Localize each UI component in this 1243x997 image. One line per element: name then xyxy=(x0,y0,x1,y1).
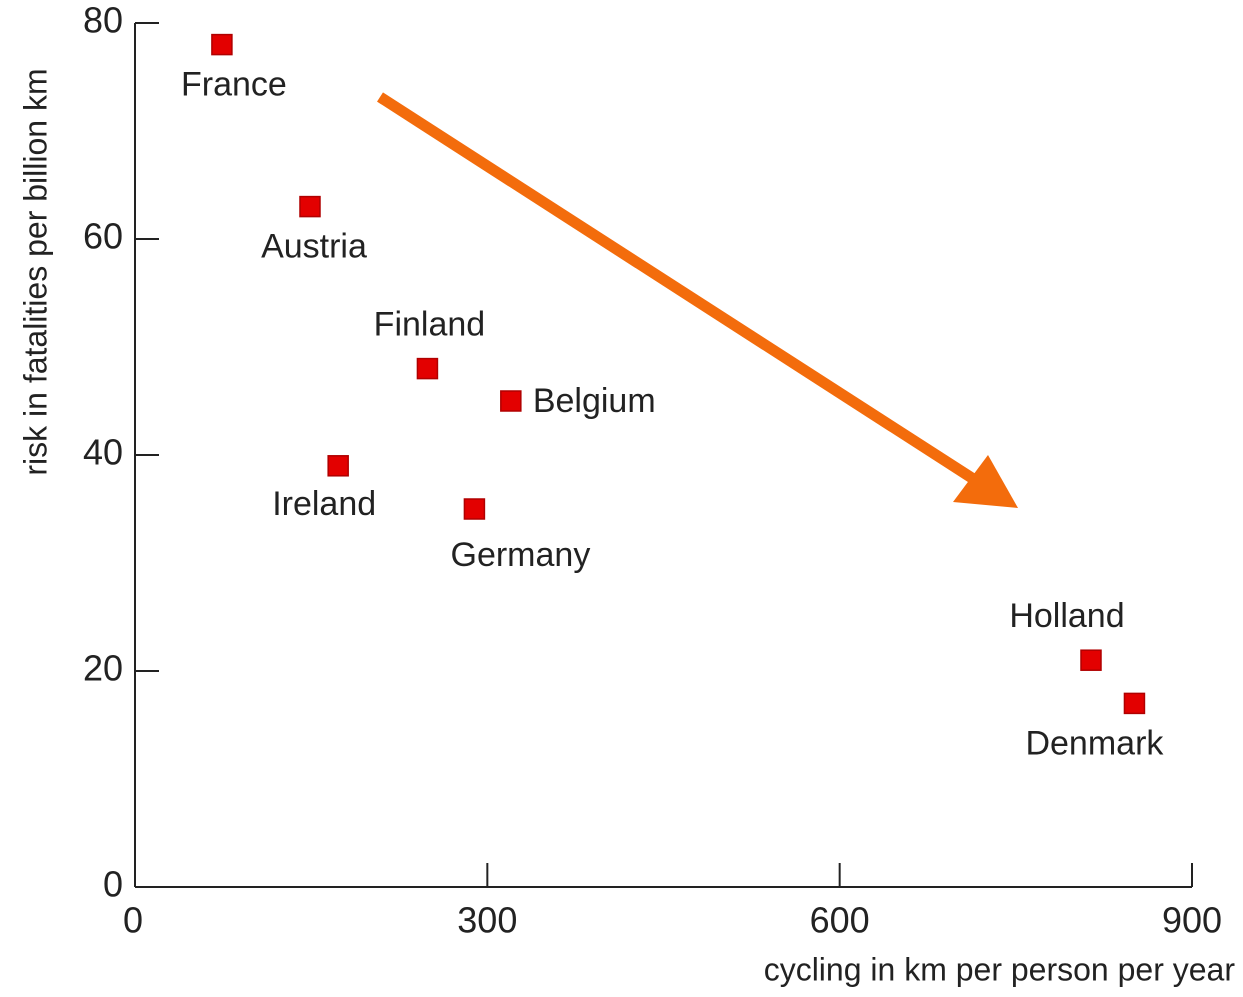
marker xyxy=(211,33,233,56)
marker xyxy=(463,498,486,520)
marker xyxy=(327,455,349,477)
point-label: France xyxy=(181,66,287,104)
point-label: Ireland xyxy=(272,485,376,523)
y-tick-label: 20 xyxy=(83,648,123,689)
y-tick-label: 0 xyxy=(103,864,123,905)
y-axis-label: risk in fatalities per billion km xyxy=(17,68,53,475)
marker xyxy=(1080,649,1102,671)
trend-arrow xyxy=(377,92,1018,508)
y-tick-label: 60 xyxy=(83,216,123,257)
marker xyxy=(500,390,522,412)
x-tick-label: 300 xyxy=(457,900,517,941)
point-label: Belgium xyxy=(533,382,656,420)
marker xyxy=(299,195,321,218)
point-label: Germany xyxy=(451,536,591,574)
point-label: Holland xyxy=(1009,597,1124,635)
marker xyxy=(1123,692,1146,715)
x-tick-label: 900 xyxy=(1162,900,1222,941)
y-tick-label: 40 xyxy=(83,432,123,473)
point-label: Finland xyxy=(374,306,486,344)
marker xyxy=(416,357,439,380)
y-tick-label: 80 xyxy=(83,0,123,41)
x-axis-label: cycling in km per person per year xyxy=(764,951,1236,987)
point-label: Denmark xyxy=(1025,724,1164,762)
x-tick-label: 0 xyxy=(123,900,143,941)
x-tick-label: 600 xyxy=(810,900,870,941)
point-label: Austria xyxy=(261,228,367,266)
